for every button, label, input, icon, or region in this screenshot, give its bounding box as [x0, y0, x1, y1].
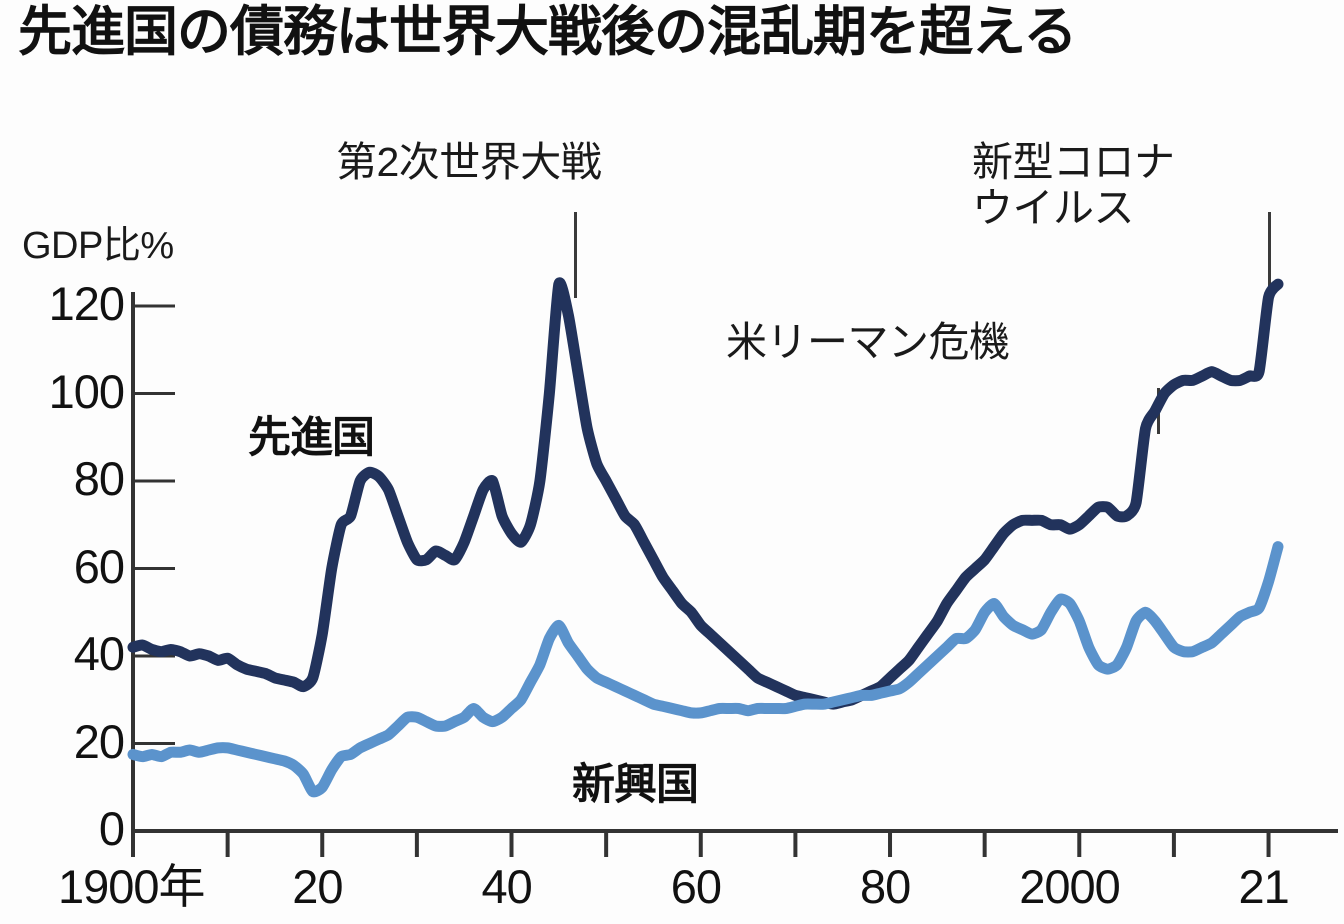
x-tick-label: 60 [670, 860, 722, 913]
y-tick-label: 120 [48, 277, 125, 330]
x-tick-label: 2000 [1019, 860, 1121, 913]
x-tick-label: 1900年 [58, 860, 206, 913]
y-tick-label: 20 [73, 714, 125, 768]
series-label-advanced: 先進国 [248, 414, 375, 462]
series-line-advanced [127, 277, 1284, 710]
y-tick-label: 100 [48, 364, 125, 418]
y-tick-label: 60 [73, 539, 125, 593]
annotation-ww2-leader [574, 212, 577, 298]
x-tick-label: 80 [860, 860, 911, 913]
x-tick-label: 21 [1238, 860, 1290, 913]
y-tick-label: 0 [98, 802, 125, 855]
page-title: 先進国の債務は世界大戦後の混乱期を超える [18, 2, 1077, 62]
annotation-covid: 新型コロナ ウイルス [972, 139, 1175, 231]
series-label-emerging: 新興国 [572, 761, 699, 809]
chart-series [127, 277, 1284, 798]
y-tick-label: 40 [73, 627, 125, 680]
x-tick-label: 20 [292, 860, 343, 913]
annotation-lehman: 米リーマン危機 [726, 319, 1010, 365]
y-axis-unit-label: GDP比% [22, 225, 174, 267]
y-tick-label: 80 [73, 452, 125, 505]
chart-axes [131, 292, 1338, 857]
annotation-ww2: 第2次世界大戦 [336, 139, 602, 185]
series-line-emerging [127, 541, 1284, 798]
x-tick-label: 40 [481, 860, 533, 913]
annotation-covid-leader [1268, 212, 1271, 286]
